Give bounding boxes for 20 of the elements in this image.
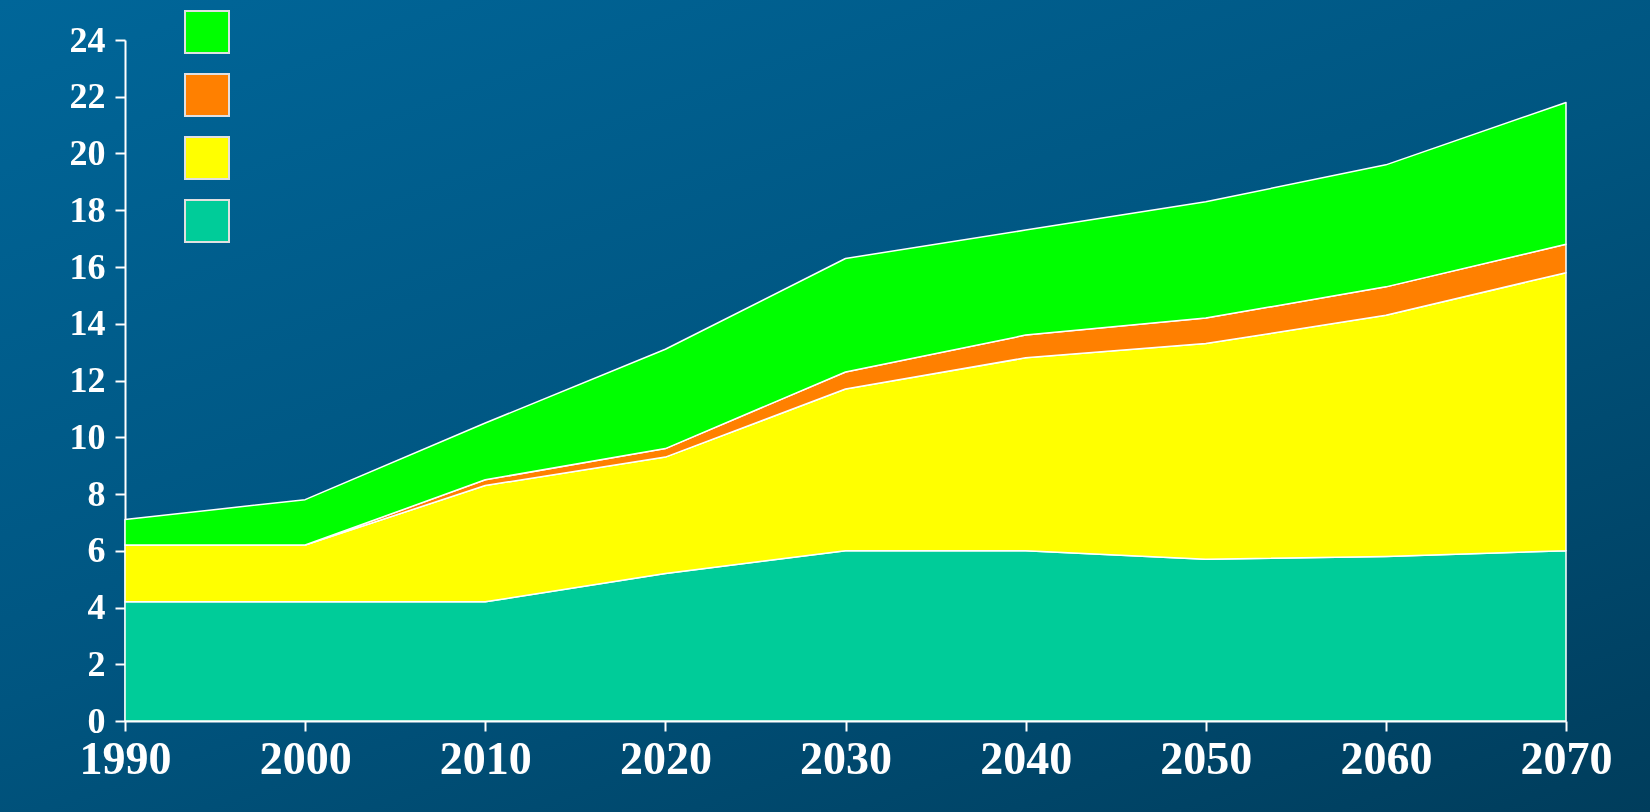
x-tick-label: 2030 (800, 732, 892, 784)
y-tick-label: 22 (69, 76, 106, 117)
y-tick-label: 6 (87, 530, 106, 571)
y-tick-label: 8 (87, 473, 106, 514)
y-tick-label: 2 (87, 643, 106, 684)
x-tick-label: 2050 (1160, 732, 1253, 784)
x-tick-label: 2020 (619, 732, 712, 784)
y-tick-label: 10 (69, 416, 106, 457)
y-tick-label: 4 (87, 587, 106, 627)
x-tick-label: 2060 (1340, 732, 1433, 784)
x-tick-label: 2070 (1520, 732, 1613, 784)
x-tick-label: 2000 (259, 732, 352, 784)
x-tick-label: 2040 (980, 732, 1073, 784)
y-tick-label: 16 (69, 246, 106, 287)
y-tick-label: 18 (69, 189, 106, 230)
y-tick-label: 24 (69, 19, 106, 60)
x-tick-label: 2010 (439, 732, 532, 784)
y-tick-label: 12 (69, 360, 106, 400)
y-tick-label: 20 (69, 133, 106, 173)
y-tick-label: 14 (69, 303, 106, 344)
